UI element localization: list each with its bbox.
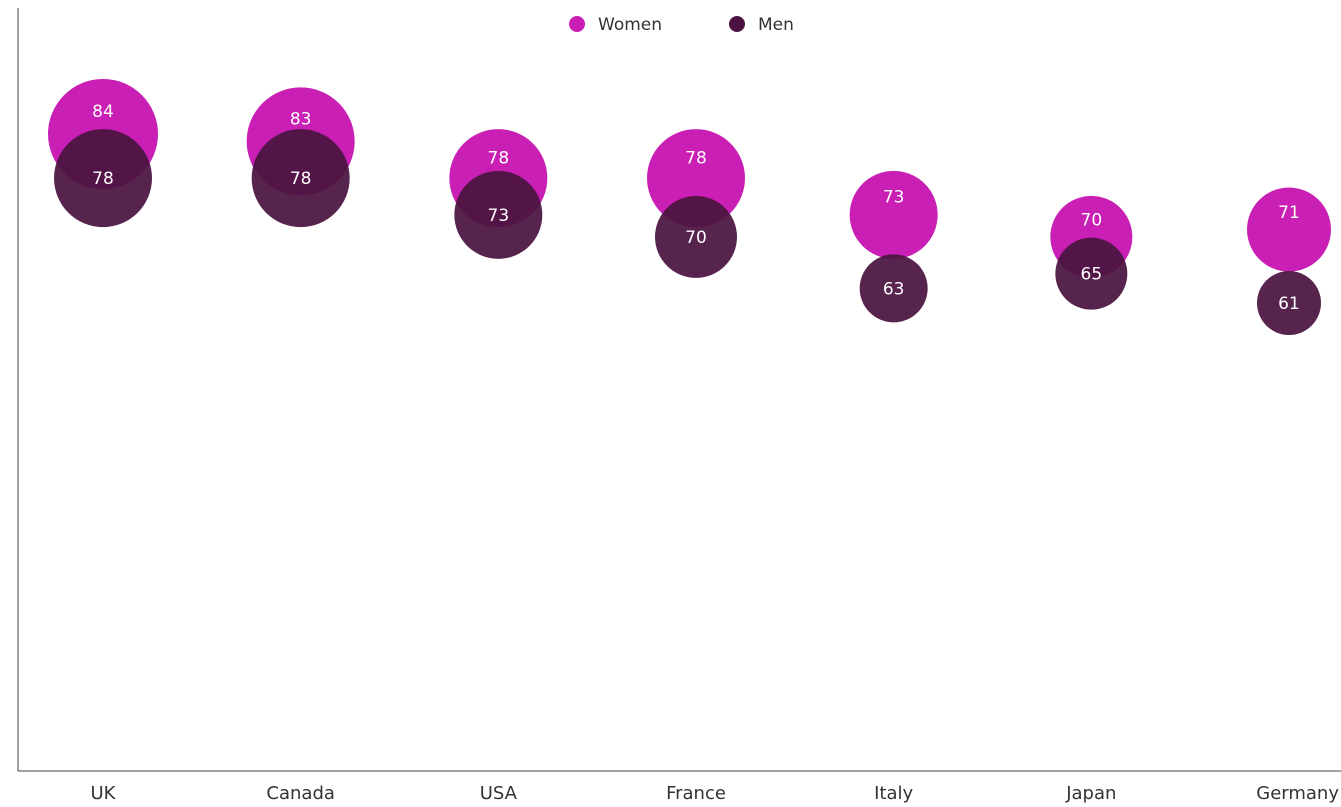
x-tick-labels: UK Canada USA France Italy Japan Germany (91, 783, 1340, 804)
bubble-men-italy (859, 254, 928, 323)
bubble-men-canada (251, 129, 350, 228)
bubble-men-japan (1055, 237, 1128, 310)
data-label-men-italy: 63 (883, 279, 905, 299)
bubble-women-germany (1247, 187, 1331, 272)
x-tick-label-france: France (666, 783, 726, 804)
bubble-men-uk (54, 129, 152, 228)
legend-label-women: Women (598, 15, 662, 35)
data-label-men-usa: 73 (488, 206, 510, 226)
bubbles-layer: 84 83 78 78 73 70 71 78 78 73 70 63 65 61 (48, 79, 1331, 336)
x-tick-label-canada: Canada (266, 783, 335, 804)
data-label-men-canada: 78 (290, 169, 312, 189)
legend: Women Men (569, 15, 794, 35)
bubble-men-germany (1257, 271, 1321, 336)
legend-marker-women (569, 16, 585, 32)
data-label-men-france: 70 (685, 228, 707, 248)
data-label-men-japan: 65 (1081, 265, 1103, 285)
data-label-women-usa: 78 (488, 149, 510, 169)
data-label-women-france: 78 (685, 149, 707, 169)
x-tick-label-germany: Germany (1256, 783, 1339, 804)
data-label-men-uk: 78 (92, 169, 114, 189)
x-tick-label-usa: USA (480, 783, 518, 804)
bubble-women-italy (849, 170, 938, 259)
x-tick-label-japan: Japan (1065, 783, 1116, 804)
data-label-women-canada: 83 (290, 110, 312, 130)
legend-label-men: Men (758, 15, 794, 35)
legend-marker-men (729, 16, 745, 32)
data-label-men-germany: 61 (1278, 294, 1300, 314)
data-label-women-uk: 84 (92, 102, 114, 122)
bubble-men-usa (454, 170, 543, 259)
x-tick-label-uk: UK (91, 783, 117, 804)
data-label-women-japan: 70 (1081, 211, 1103, 231)
bubble-men-france (655, 195, 737, 278)
bubble-women-france (647, 129, 745, 228)
data-label-women-germany: 71 (1278, 203, 1300, 223)
data-label-women-italy: 73 (883, 187, 905, 207)
x-tick-label-italy: Italy (874, 783, 913, 804)
